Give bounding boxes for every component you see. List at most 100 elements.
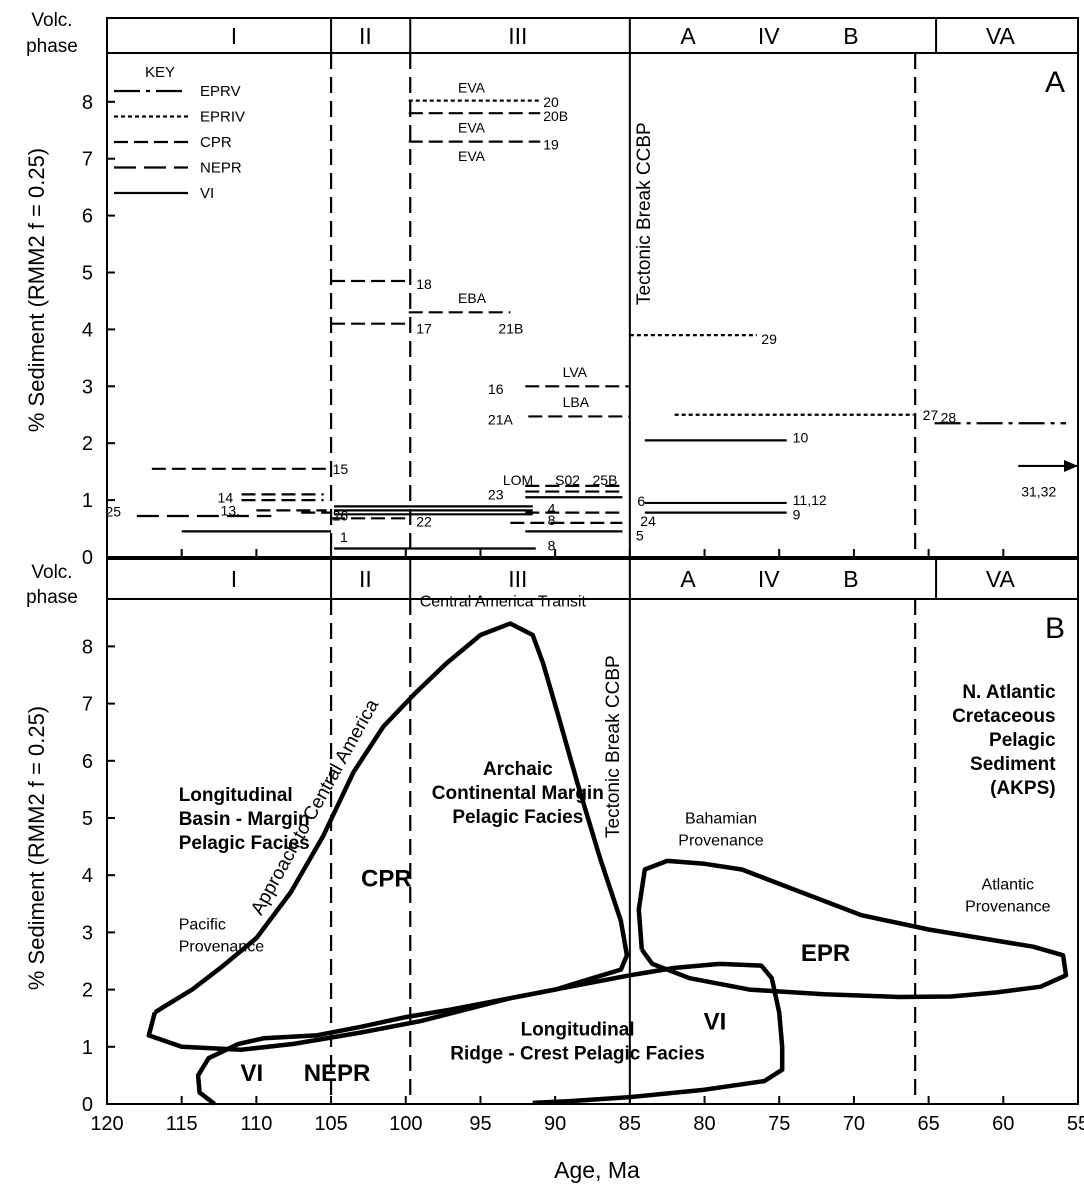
key-label-epriv: EPRIV — [200, 109, 245, 126]
annotation-line: Longitudinal — [179, 785, 293, 806]
segment-label: S02 — [555, 472, 580, 488]
y-tick-label: 5 — [82, 808, 93, 830]
annotation-line: Pelagic Facies — [452, 807, 583, 828]
phase-label-ii: II — [359, 566, 372, 592]
key-label-vi: VI — [200, 185, 214, 202]
phase-label-va: VA — [986, 566, 1016, 592]
annotation-line: Provenance — [179, 939, 264, 956]
phase-label-iii: III — [508, 23, 527, 49]
segment-label: EVA — [458, 148, 486, 164]
y-tick-label: 5 — [82, 263, 93, 285]
panel-a-frame — [106, 52, 1079, 558]
annotation-line: N. Atlantic — [962, 682, 1056, 703]
annotation-line: Cretaceous — [952, 706, 1056, 727]
panel-a-letter: A — [1045, 66, 1065, 99]
x-tick-label: 120 — [90, 1113, 123, 1135]
segment-label: 14 — [218, 489, 234, 505]
annotation-line: Central America Transit — [420, 593, 587, 610]
segment-label: LOM — [503, 472, 533, 488]
segment-label: 8 — [548, 538, 556, 554]
segment-label: LBA — [563, 394, 590, 410]
segment-label: EBA — [458, 290, 487, 306]
y-tick-label: 2 — [82, 980, 93, 1002]
segment-label: 4 — [548, 501, 556, 517]
phase-label-i: I — [231, 23, 237, 49]
x-tick-label: 90 — [544, 1113, 566, 1135]
x-tick-label: 110 — [240, 1113, 272, 1135]
x-tick-label: 55 — [1067, 1113, 1084, 1135]
y-tick-label: 8 — [82, 92, 93, 114]
annotation-line: Ridge - Crest Pelagic Facies — [450, 1043, 705, 1064]
phase-label-va: VA — [986, 23, 1016, 49]
panel-b-frame — [106, 598, 1079, 1105]
annotation-line: Atlantic — [982, 877, 1034, 894]
panel-b-letter: B — [1045, 612, 1065, 645]
phase-label-b: B — [843, 23, 858, 49]
annotation-line: Pacific — [179, 917, 226, 934]
field-label-cpr: CPR — [361, 866, 412, 893]
segment-label: 11,12 — [793, 492, 827, 508]
annotation-line: Archaic — [483, 759, 553, 780]
x-tick-label: 85 — [619, 1113, 641, 1135]
y-tick-label: 7 — [82, 694, 93, 716]
segment-label: 28 — [941, 410, 957, 426]
annotation-line: Basin - Margin — [179, 809, 310, 830]
annotation-line: Pelagic Facies — [179, 833, 310, 854]
segment-label: 8 — [548, 512, 556, 528]
segment-label: 21B — [498, 320, 523, 336]
segment-label: 17 — [416, 320, 432, 336]
phase-label-ii: II — [359, 23, 372, 49]
segment-label: LVA — [563, 364, 588, 380]
segment-label: 20B — [543, 108, 568, 124]
y-tick-label: 4 — [82, 865, 93, 887]
segment-label: 13. — [221, 502, 240, 518]
segment-label: 31,32 — [1021, 484, 1056, 500]
annotation-line: Provenance — [965, 899, 1050, 916]
field-label-vi: VI — [241, 1060, 264, 1087]
x-tick-label: 105 — [314, 1113, 347, 1135]
key-label-eprv: EPRV — [200, 83, 241, 100]
x-tick-label: 60 — [992, 1113, 1014, 1135]
annotation-line: Bahamian — [685, 811, 757, 828]
phase-label-i: I — [231, 566, 237, 592]
segment-label: 16 — [488, 381, 504, 397]
segment-label: 5 — [636, 527, 644, 543]
panel-a-tectonic-break-label: Tectonic Break CCBP — [634, 122, 655, 305]
phase-label-iv: IV — [758, 566, 780, 592]
phase-label-iii: III — [508, 566, 527, 592]
panel-b-y-axis-title: % Sediment (RMM2 f = 0.25) — [24, 706, 49, 990]
annotation-line: Sediment — [970, 754, 1056, 775]
panel-a-phase-label-phase: phase — [26, 36, 78, 57]
segment-label: 25 — [106, 503, 122, 519]
phase-label-a: A — [680, 23, 696, 49]
chart-marks: I II III A IV B VAI II III A IV B VA0123456780123456… — [82, 18, 1084, 1135]
x-tick-label: 75 — [768, 1113, 790, 1135]
annotation-line: Continental Margin — [432, 783, 604, 804]
y-tick-label: 2 — [82, 433, 93, 455]
x-tick-label: 115 — [166, 1113, 198, 1135]
panel-b-tectonic-break-label: Tectonic Break CCBP — [603, 655, 624, 838]
field-label-nepr: NEPR — [304, 1060, 371, 1087]
y-tick-label: 0 — [82, 1094, 93, 1116]
panel-a-phase-bar — [106, 17, 1079, 54]
segment-label: EVA — [458, 80, 486, 96]
phase-label-b: B — [843, 566, 858, 592]
segment-label: 6 — [637, 493, 645, 509]
x-tick-label: 80 — [693, 1113, 715, 1135]
segment-label: 20 — [543, 94, 559, 110]
field-label-vi: VI — [704, 1009, 727, 1036]
y-tick-label: 6 — [82, 206, 93, 228]
segment-label: EVA — [458, 119, 486, 135]
y-tick-label: 0 — [82, 547, 93, 569]
segment-label: 25B — [593, 472, 618, 488]
y-tick-label: 8 — [82, 636, 93, 658]
x-tick-label: 100 — [389, 1113, 422, 1135]
segment-label: 19 — [543, 136, 559, 152]
panel-a-y-axis-title: % Sediment (RMM2 f = 0.25) — [24, 148, 49, 432]
segment-label: 1 — [340, 529, 348, 545]
segment-label: 9 — [793, 506, 801, 522]
y-tick-label: 7 — [82, 149, 93, 171]
x-tick-label: 95 — [469, 1113, 491, 1135]
y-tick-label: 1 — [82, 490, 93, 512]
arrow-head — [1064, 459, 1078, 472]
